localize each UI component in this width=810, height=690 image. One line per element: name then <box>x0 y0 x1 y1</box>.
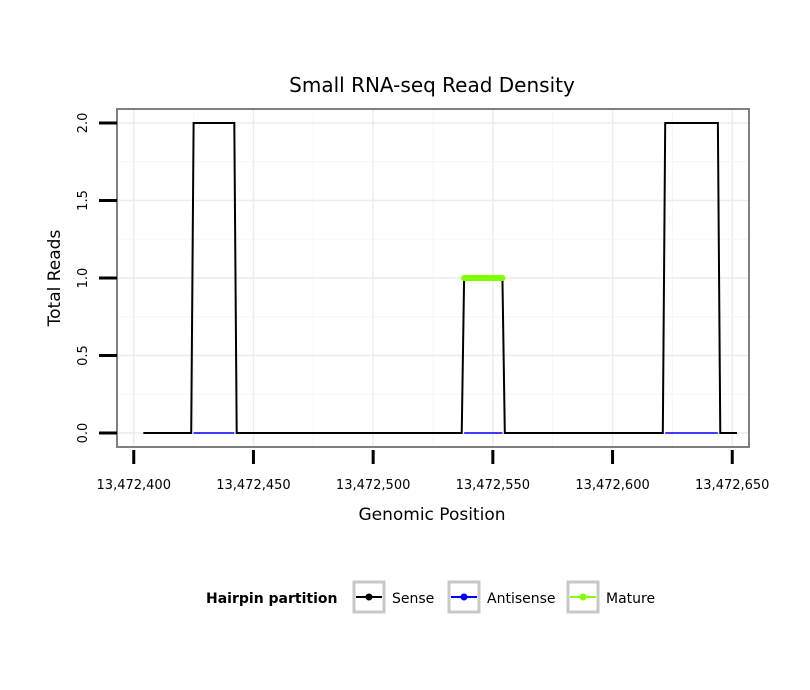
legend-swatch-point <box>365 593 373 601</box>
legend-label-sense: Sense <box>392 591 434 607</box>
y-axis-label: Total Reads <box>45 230 65 328</box>
legend-title: Hairpin partition <box>206 591 337 607</box>
x-axis-label: Genomic Position <box>358 505 505 525</box>
x-tick-label: 13,472,500 <box>336 478 410 493</box>
chart-title: Small RNA-seq Read Density <box>289 73 575 97</box>
legend-entry-antisense: Antisense <box>447 580 556 614</box>
y-tick-label: 1.0 <box>76 268 91 289</box>
x-tick-label: 13,472,550 <box>456 478 530 493</box>
x-axis: 13,472,400 13,472,450 13,472,500 13,472,550… <box>97 450 769 493</box>
x-tick-label: 13,472,400 <box>97 478 171 493</box>
legend-swatch-point <box>579 593 587 601</box>
legend-swatch-point <box>460 593 468 601</box>
y-tick-label: 0.0 <box>76 423 91 444</box>
series-layer <box>143 121 738 435</box>
legend-label-antisense: Antisense <box>487 591 556 607</box>
y-tick-label: 0.5 <box>76 345 91 366</box>
x-tick-label: 13,472,650 <box>695 478 769 493</box>
legend: Hairpin partition Sense Antisense Mature <box>206 580 655 614</box>
legend-entry-sense: Sense <box>352 580 434 614</box>
grid-lines <box>117 109 749 447</box>
y-axis: 0.0 0.5 1.0 1.5 2.0 <box>76 113 117 444</box>
legend-entry-mature: Mature <box>566 580 655 614</box>
x-tick-label: 13,472,450 <box>216 478 290 493</box>
plot-area <box>116 108 750 448</box>
y-tick-label: 2.0 <box>76 113 91 134</box>
legend-label-mature: Mature <box>606 591 655 607</box>
x-tick-label: 13,472,600 <box>575 478 649 493</box>
y-tick-label: 1.5 <box>76 190 91 211</box>
